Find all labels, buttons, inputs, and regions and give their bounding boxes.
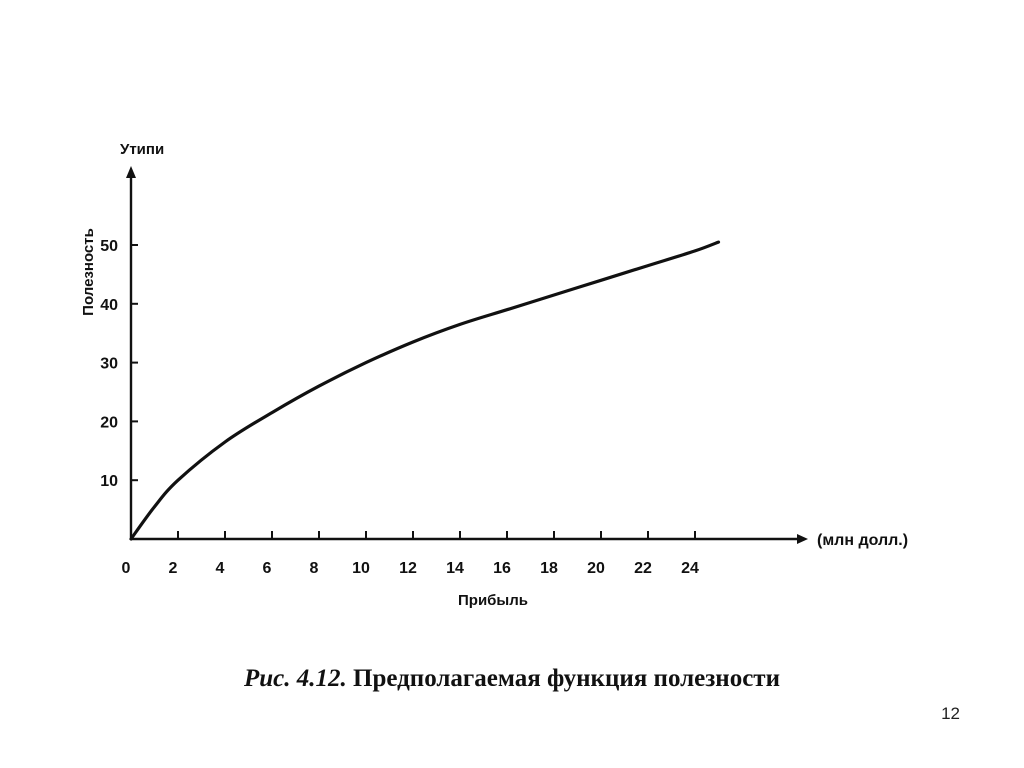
y-tick-label: 20 [100,414,118,431]
figure-label: Рис. 4.12. [244,665,347,692]
utility-curve [129,240,721,541]
y-unit-label: Утипи [120,141,164,158]
x-tick-label: 0 [122,560,131,577]
chart-axes [126,166,808,544]
x-tick-label: 16 [493,560,511,577]
x-tick-label: 6 [263,560,272,577]
x-tick-label: 8 [310,560,319,577]
slide-number: 12 [941,704,960,723]
x-tick-label: 2 [169,560,178,577]
x-axis-label: Прибыль [458,592,528,609]
x-tick-label: 22 [634,560,652,577]
y-axis-label: Полезность [80,228,97,316]
figure-caption: Рис. 4.12. Предполагаемая функция полезн… [0,665,1024,693]
x-tick-label: 14 [446,560,464,577]
x-axis-ticks: 0 2 4 6 8 10 12 14 16 18 20 22 24 [122,531,699,577]
y-axis-arrowhead [126,166,136,178]
x-unit-label: (млн долл.) [817,532,908,549]
x-tick-label: 24 [681,560,699,577]
x-tick-label: 20 [587,560,605,577]
y-tick-label: 30 [100,356,118,373]
y-axis-ticks: 10 20 30 40 50 [100,238,138,490]
figure-title: Предполагаемая функция полезности [353,665,780,692]
x-tick-label: 4 [216,560,225,577]
y-tick-label: 10 [100,473,118,490]
y-tick-label: 50 [100,238,118,255]
x-tick-label: 10 [352,560,370,577]
x-axis-arrowhead [797,534,808,544]
x-tick-label: 12 [399,560,417,577]
y-tick-label: 40 [100,297,118,314]
x-tick-label: 18 [540,560,558,577]
